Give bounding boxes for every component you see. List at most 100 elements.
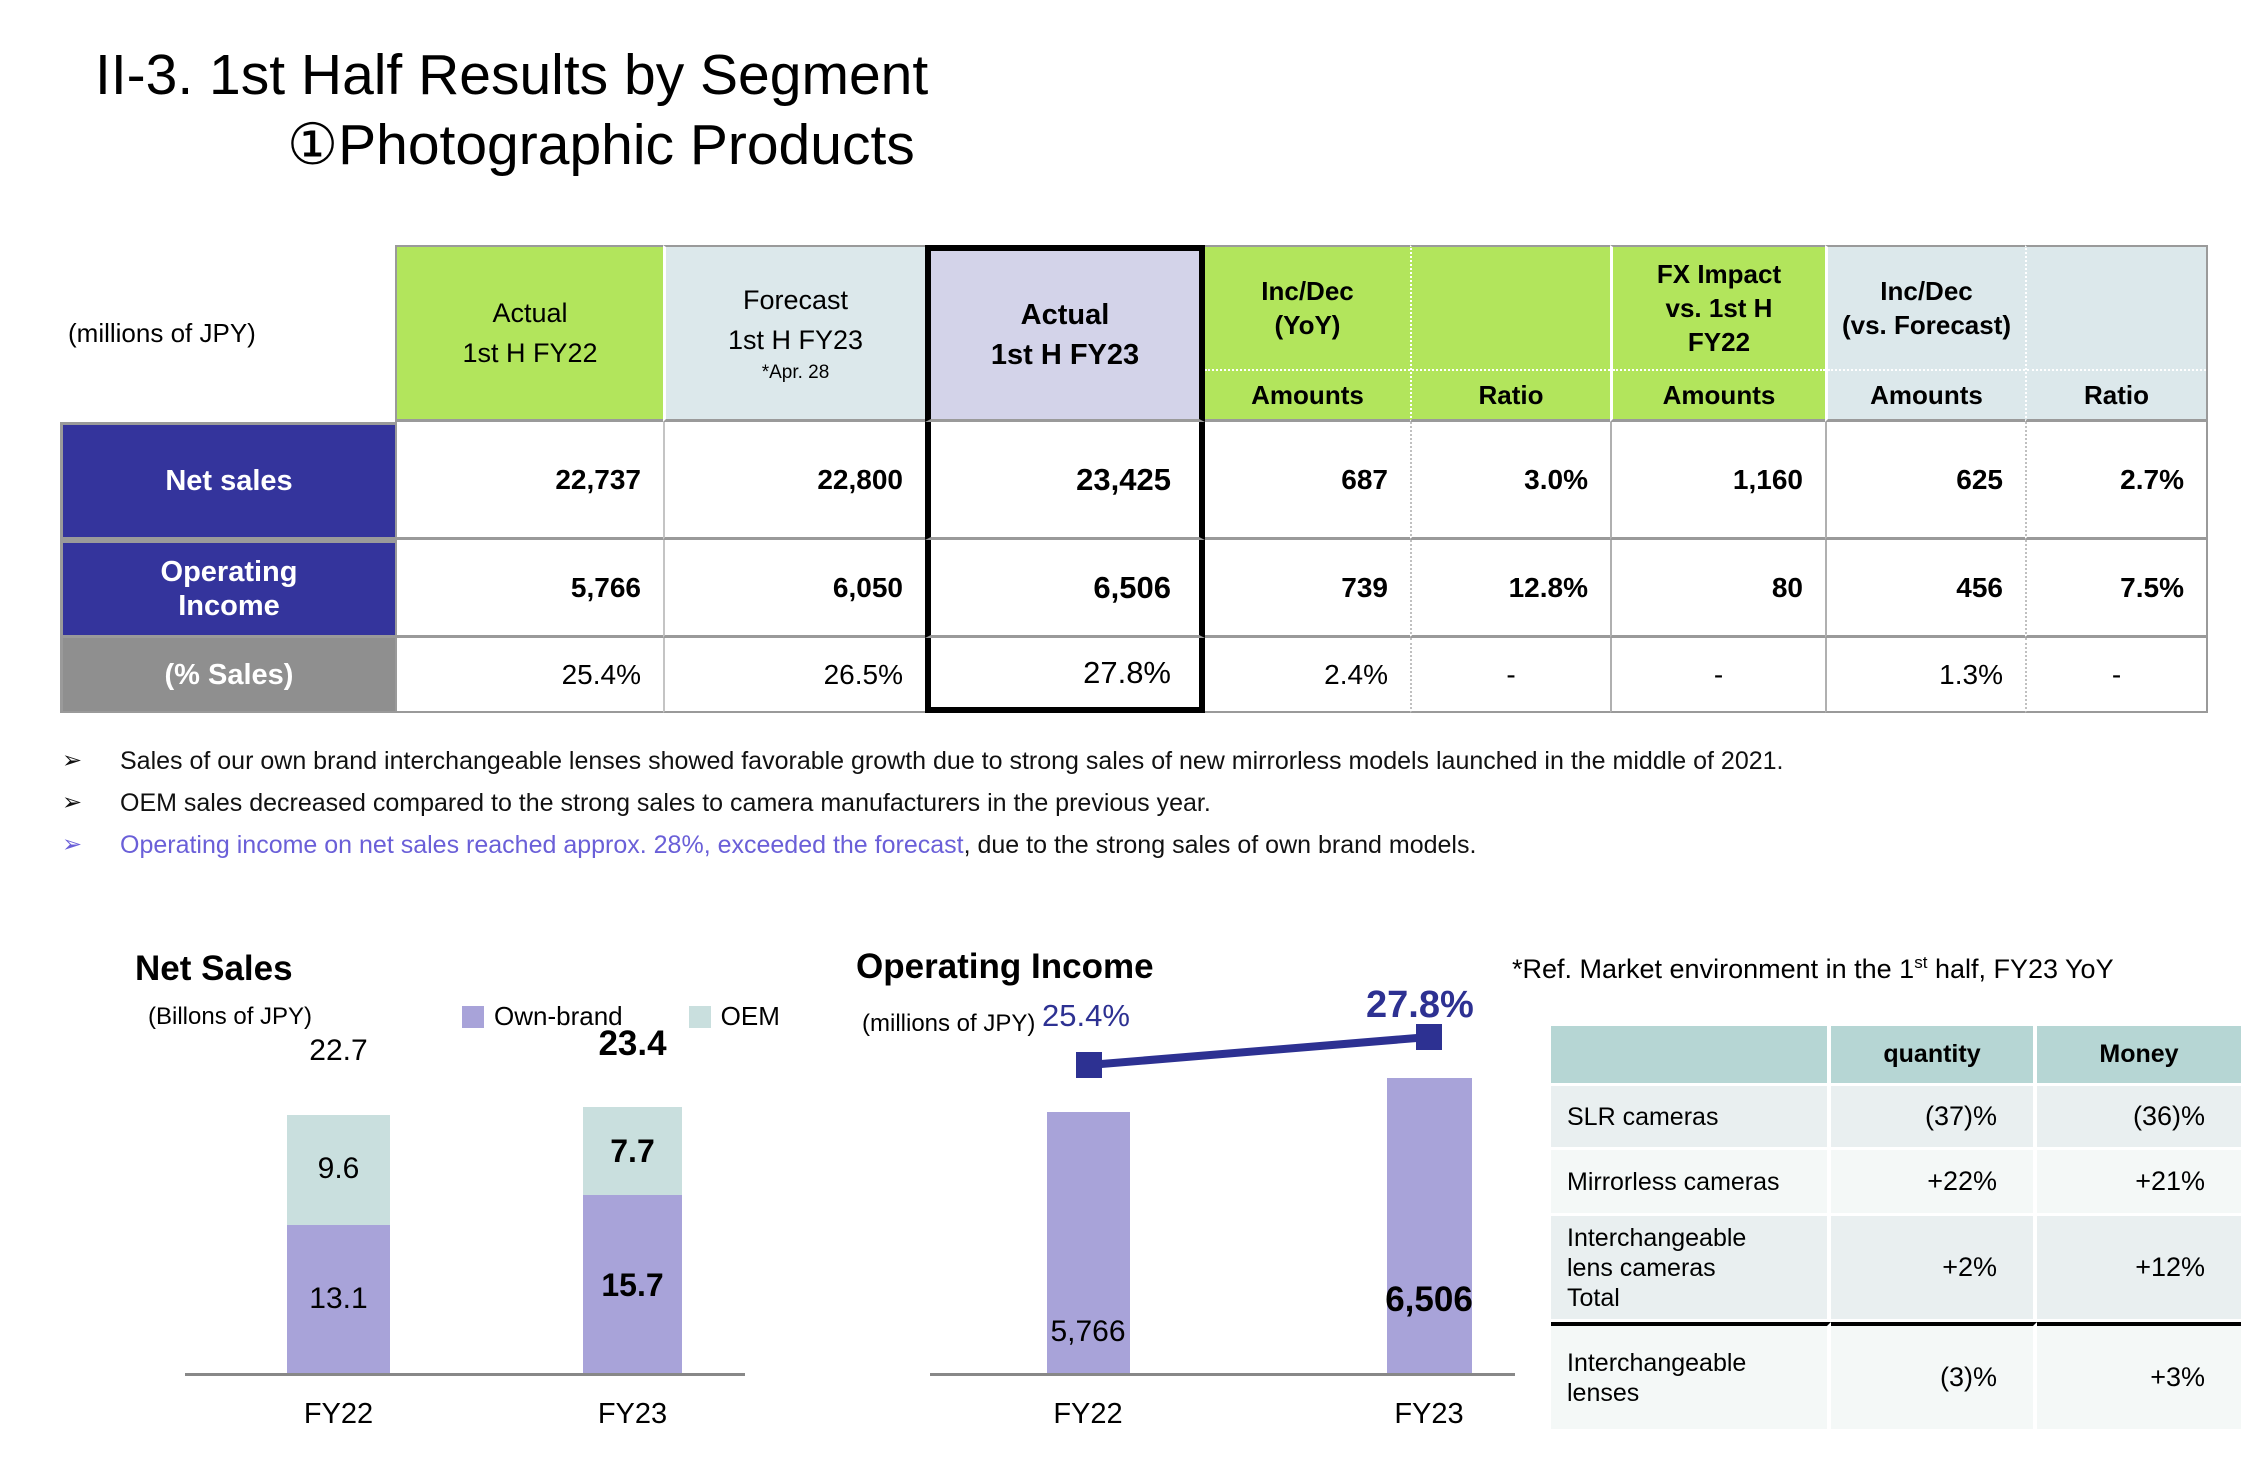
table-cell: 2.7% [2025,422,2208,540]
table-cell: 25.4% [395,638,663,713]
table-cell: - [1610,638,1825,713]
col-header-line: FY22 [1687,327,1751,357]
own-brand-swatch-icon [462,1005,484,1028]
market-cell: +3% [2037,1322,2241,1432]
ns-fy23-own-label: 15.7 [601,1267,664,1303]
subheader-amounts: Amounts [1205,369,1410,419]
col-header-line: 1st H FY22 [462,338,598,368]
page-subtitle: ①Photographic Products [287,113,915,177]
table-cell: 739 [1205,540,1410,638]
table-cell: 2.4% [1205,638,1410,713]
table-cell: 6,050 [663,540,925,638]
ns-fy22-oem-label: 9.6 [317,1152,360,1185]
table-cell: 27.8% [925,638,1205,713]
bullet-rest: , due to the strong sales of own brand m… [963,831,1477,859]
col-header-incdec-yoy: Inc/Dec (YoY) Amounts [1205,245,1410,422]
market-header-money: Money [2037,1026,2241,1086]
bullet-text: Operating income on net sales reached ap… [120,830,1476,860]
op-income-x-axis [930,1373,1515,1376]
oi-fy23-bar [1387,1078,1472,1373]
op-income-chart-title: Operating Income [856,947,1154,986]
ns-fy23-oem-bar [583,1107,682,1195]
oi-fy22-value-label: 5,766 [1050,1315,1126,1348]
ns-fy23-oem-label: 7.7 [610,1133,655,1169]
ns-fy22-own-bar [287,1225,390,1375]
ns-fy22-tick: FY22 [303,1398,374,1430]
market-title-sup: st [1914,953,1928,972]
col-header-forecast-fy23: Forecast 1st H FY23 *Apr. 28 [663,245,925,422]
market-row-label: Interchangeable lenses [1551,1322,1831,1432]
bullet-text: OEM sales decreased compared to the stro… [120,789,1211,817]
table-cell: 687 [1205,422,1410,540]
net-sales-chart-subtitle: (Billons of JPY) [148,1003,313,1030]
table-cell: 7.5% [2025,540,2208,638]
table-cell: 80 [1610,540,1825,638]
col-header-line: vs. 1st H [1665,293,1773,323]
legend-oem-label: OEM [720,1001,780,1031]
oi-fy22-bar [1047,1112,1130,1373]
row-label-text: Operating Income [160,556,298,622]
subheader-amounts: Amounts [1613,369,1825,419]
bullet-arrow-icon: ➢ [62,747,83,774]
market-cell: (37)% [1831,1086,2037,1150]
col-header-actual-fy23: Actual 1st H FY23 [925,245,1205,422]
results-table: (millions of JPY) Actual 1st H FY22 Fore… [60,245,2208,713]
market-cell: +21% [2037,1150,2241,1216]
col-header-line: 1st H FY23 [727,325,864,355]
op-income-ratio-line [1076,1024,1442,1078]
market-row-label: Mirrorless cameras [1551,1150,1831,1216]
table-cell: 6,506 [925,540,1205,638]
op-income-ratio-fy23: 27.8% [1366,984,1474,1026]
subheader-amounts: Amounts [1828,369,2025,419]
market-header-quantity: quantity [1831,1026,2037,1086]
table-cell: 5,766 [395,540,663,638]
oi-fy23-value-label: 6,506 [1385,1280,1473,1319]
oem-swatch-icon [688,1005,711,1028]
op-income-chart-subtitle: (millions of JPY) [862,1010,1036,1037]
col-header-line: Inc/Dec [1880,276,1973,306]
bullet-item: ➢ OEM sales decreased compared to the st… [62,788,2212,818]
table-cell: 456 [1825,540,2025,638]
ns-fy22-own-label: 13.1 [309,1282,368,1315]
col-header-line: Actual [1020,299,1110,331]
row-label-pct-sales: (% Sales) [60,638,395,713]
market-header-blank [1551,1026,1831,1086]
market-cell: +12% [2037,1216,2241,1322]
oi-fy23-tick: FY23 [1394,1398,1464,1430]
market-env-title: *Ref. Market environment in the 1st half… [1512,953,2114,985]
unit-label-cell: (millions of JPY) [60,245,395,422]
forecast-note: *Apr. 28 [761,362,830,383]
col-header-line: FX Impact [1656,259,1782,289]
col-header-line: (vs. Forecast) [1841,310,2012,340]
table-cell: 1.3% [1825,638,2025,713]
row-label-net-sales: Net sales [60,422,395,540]
market-title-text: *Ref. Market environment in the 1 [1512,954,1915,984]
bullet-highlight: Operating income on net sales reached ap… [120,831,964,859]
oi-fy22-tick: FY22 [1053,1398,1123,1430]
page-title: II-3. 1st Half Results by Segment [95,43,929,107]
market-cell: (3)% [1831,1322,2037,1432]
ns-fy22-oem-bar [287,1115,390,1225]
subheader-ratio: Ratio [2027,369,2206,419]
col-header-fx-impact: FX Impact vs. 1st H FY22 Amounts [1610,245,1825,422]
bullet-arrow-icon: ➢ [62,831,83,858]
table-cell: 22,737 [395,422,663,540]
table-cell: 3.0% [1410,422,1610,540]
table-cell: 26.5% [663,638,925,713]
table-cell: 1,160 [1610,422,1825,540]
ns-fy23-total-label: 23.4 [598,1024,667,1063]
market-cell: (36)% [2037,1086,2241,1150]
table-cell: - [1410,638,1610,713]
legend-own-brand-label: Own-brand [494,1001,623,1031]
table-cell: 12.8% [1410,540,1610,638]
market-cell: +22% [1831,1150,2037,1216]
market-row-label: Interchangeable lens cameras Total [1551,1216,1831,1322]
bullet-item: ➢ Operating income on net sales reached … [62,830,2212,860]
col-header-vsf-ratio: Ratio [2025,245,2208,422]
bullet-arrow-icon: ➢ [62,789,83,816]
net-sales-x-axis [185,1373,745,1376]
summary-bullets: ➢ Sales of our own brand interchangeable… [62,746,2212,872]
market-env-table: quantity Money SLR cameras (37)% (36)% M… [1551,1026,2241,1432]
bullet-item: ➢ Sales of our own brand interchangeable… [62,746,2212,776]
